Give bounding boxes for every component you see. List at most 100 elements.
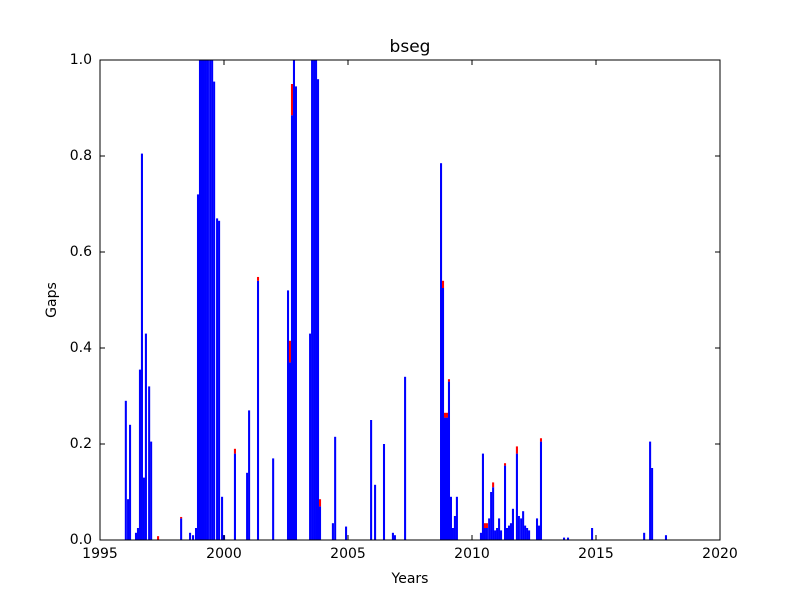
x-tick-label: 2005 xyxy=(330,546,366,562)
bar xyxy=(144,333,147,540)
chart-title: bseg xyxy=(390,37,431,57)
bar xyxy=(447,379,451,382)
plot-frame xyxy=(99,59,721,541)
bar xyxy=(233,448,236,454)
bar xyxy=(391,532,394,540)
bar xyxy=(209,60,212,540)
bar xyxy=(643,532,646,540)
bar xyxy=(539,438,543,442)
x-tick-label: 2000 xyxy=(206,546,242,562)
bar xyxy=(404,376,407,540)
bar xyxy=(651,468,654,540)
bar xyxy=(535,518,539,540)
bar xyxy=(520,518,523,540)
bar xyxy=(315,60,318,540)
bar xyxy=(189,532,192,540)
bar xyxy=(311,60,314,540)
bar xyxy=(492,487,495,540)
bar xyxy=(288,340,292,363)
x-axis-label: Years xyxy=(391,571,429,587)
bar xyxy=(192,535,195,540)
bar xyxy=(515,446,518,454)
bar xyxy=(286,290,290,540)
bar xyxy=(318,499,322,507)
bar xyxy=(196,194,200,540)
bar xyxy=(485,523,488,528)
bar xyxy=(649,441,652,540)
y-tick-label: 0.6 xyxy=(70,244,92,260)
bar xyxy=(248,410,251,540)
bar xyxy=(539,441,543,540)
bar xyxy=(256,280,260,540)
bars xyxy=(124,60,668,540)
bar xyxy=(496,528,499,540)
bar xyxy=(288,362,292,540)
bar xyxy=(148,386,151,540)
bar xyxy=(318,506,322,540)
bar xyxy=(334,436,337,540)
bar xyxy=(492,482,495,488)
bar xyxy=(309,333,312,540)
bar xyxy=(664,535,668,540)
bar xyxy=(528,530,531,540)
bar xyxy=(503,465,507,540)
bar xyxy=(134,532,138,540)
bar xyxy=(213,81,216,540)
bar xyxy=(206,60,209,540)
bar xyxy=(370,420,373,540)
bar xyxy=(485,528,488,540)
bar xyxy=(490,492,493,540)
x-tick-label: 2015 xyxy=(578,546,614,562)
bar xyxy=(374,484,377,540)
bar xyxy=(509,523,513,540)
bar xyxy=(127,499,130,540)
bar xyxy=(124,400,127,540)
y-tick-label: 1.0 xyxy=(70,52,92,68)
bar xyxy=(522,511,525,540)
bar xyxy=(233,453,236,540)
y-tick-label: 0.4 xyxy=(70,340,92,356)
bar xyxy=(136,528,140,540)
y-axis-label: Gaps xyxy=(44,282,60,318)
bar xyxy=(591,528,594,540)
bar xyxy=(517,516,520,540)
bar xyxy=(445,417,449,540)
x-tick-label: 2010 xyxy=(454,546,490,562)
bar xyxy=(445,412,449,418)
bar xyxy=(272,458,275,540)
bar xyxy=(507,525,511,540)
bar xyxy=(157,536,160,540)
bar xyxy=(292,60,296,540)
bar xyxy=(455,496,458,540)
bar xyxy=(511,508,514,540)
bar xyxy=(142,477,145,540)
bar xyxy=(483,523,486,528)
bar xyxy=(566,537,570,540)
bar xyxy=(503,463,507,466)
bar xyxy=(313,60,316,540)
bar xyxy=(150,441,153,540)
bar xyxy=(440,163,443,540)
bar xyxy=(441,280,445,288)
bar xyxy=(488,518,491,540)
bar xyxy=(202,60,205,540)
bar xyxy=(563,537,566,540)
bar xyxy=(290,115,294,540)
bar xyxy=(382,444,386,540)
bar xyxy=(140,153,143,540)
bar xyxy=(481,453,484,540)
bar xyxy=(204,60,207,540)
y-tick-label: 0.8 xyxy=(70,148,92,164)
bar xyxy=(498,518,501,540)
x-tick-label: 1995 xyxy=(82,546,118,562)
bar xyxy=(524,525,527,540)
bar xyxy=(194,528,198,540)
bar xyxy=(494,530,497,540)
bar xyxy=(479,532,483,540)
y-tick-label: 0.0 xyxy=(70,532,92,548)
bar xyxy=(447,381,451,540)
bar xyxy=(211,60,214,540)
bar xyxy=(526,528,529,540)
bar xyxy=(256,276,260,281)
